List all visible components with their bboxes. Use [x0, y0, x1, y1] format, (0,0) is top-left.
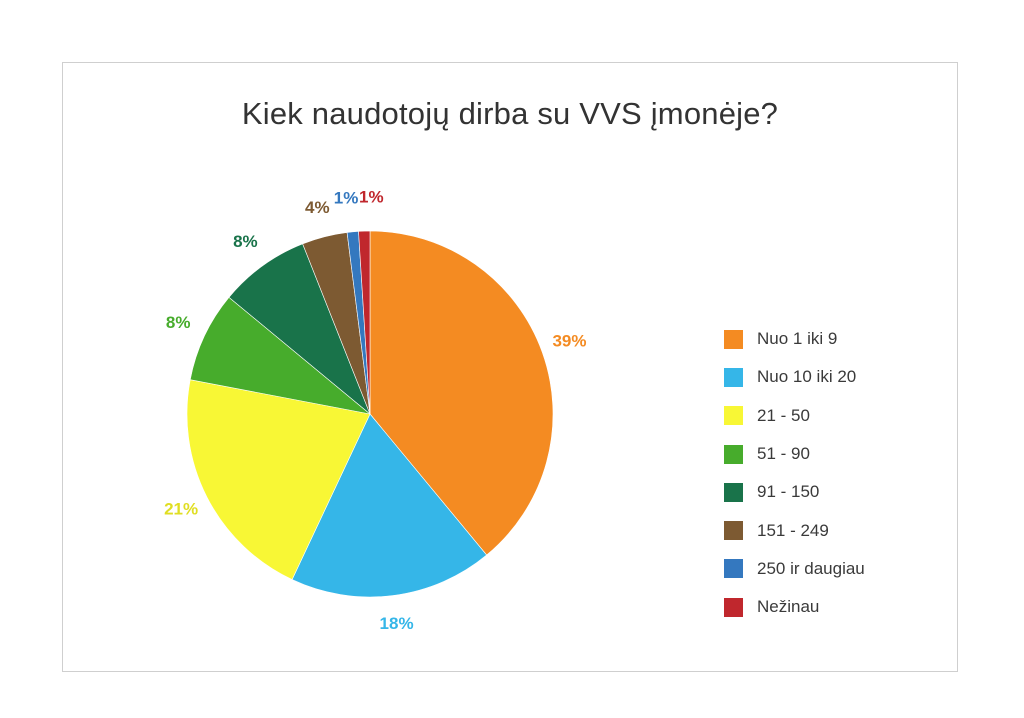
legend-swatch — [724, 482, 743, 502]
pie-slice-4 — [189, 296, 371, 415]
chart-legend: Nuo 1 iki 9 Nuo 10 iki 20 21 - 50 51 - 90 91… — [724, 320, 944, 626]
data-label-8: 1% — [359, 188, 384, 207]
pie-slice-1 — [369, 230, 554, 556]
data-label-6: 4% — [305, 198, 330, 217]
legend-label: Nežinau — [757, 597, 820, 617]
legend-swatch — [724, 406, 743, 426]
chart-title: Kiek naudotojų dirba su VVS įmonėje? — [241, 96, 779, 131]
legend-item-1: Nuo 1 iki 9 — [724, 320, 944, 358]
pie-data-labels: 39%18%21%8%8%4%1% 1% — [164, 188, 586, 633]
legend-swatch — [724, 521, 743, 541]
legend-label: 51 - 90 — [757, 444, 810, 464]
legend-item-2: Nuo 10 iki 20 — [724, 358, 944, 396]
data-label-1: 39% — [552, 332, 586, 351]
pie-slice-3 — [186, 379, 371, 580]
data-label-2: 18% — [380, 614, 414, 633]
legend-swatch — [724, 329, 743, 349]
data-label-7: 1% — [334, 188, 359, 207]
data-label-3: 21% — [164, 500, 198, 519]
legend-item-4: 51 - 90 — [724, 435, 944, 473]
legend-label: Nuo 1 iki 9 — [757, 329, 838, 349]
legend-item-5: 91 - 150 — [724, 473, 944, 511]
data-label-5: 8% — [233, 232, 258, 251]
legend-swatch — [724, 559, 743, 579]
legend-label: 250 ir daugiau — [757, 558, 865, 578]
pie-slice-8 — [358, 230, 371, 415]
legend-label: 91 - 150 — [757, 482, 820, 502]
legend-label: 151 - 249 — [757, 520, 829, 540]
legend-item-3: 21 - 50 — [724, 397, 944, 435]
pie-slice-5 — [228, 243, 371, 415]
legend-label: Nuo 10 iki 20 — [757, 367, 857, 387]
data-label-4: 8% — [166, 313, 191, 332]
pie-slice-2 — [291, 413, 488, 598]
legend-item-6: 151 - 249 — [724, 511, 944, 549]
legend-swatch — [724, 444, 743, 464]
legend-label: 21 - 50 — [757, 405, 810, 425]
legend-swatch — [724, 367, 743, 387]
pie-slices — [186, 230, 554, 598]
legend-swatch — [724, 597, 743, 617]
legend-item-8: Nežinau — [724, 588, 944, 626]
legend-item-7: 250 ir daugiau — [724, 550, 944, 588]
